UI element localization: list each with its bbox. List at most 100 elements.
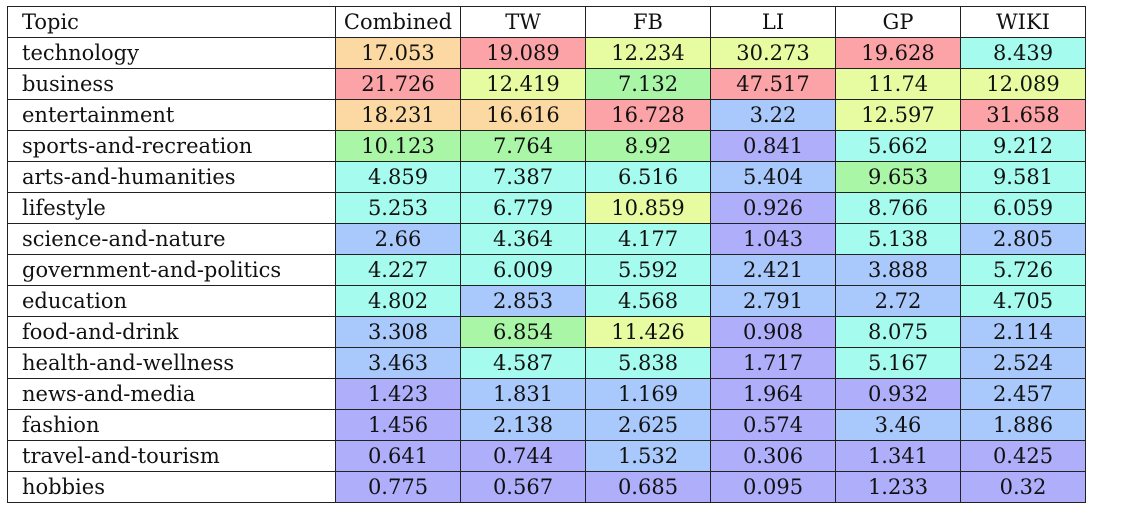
value-cell-combined: 5.253	[335, 192, 461, 224]
table-row: business 21.726 12.419 7.132 47.517 11.74 12.0…	[7, 68, 1086, 100]
value-cell-li: 1.717	[710, 347, 836, 379]
value-cell-li: 5.404	[710, 161, 836, 193]
value-cell-tw: 19.089	[460, 37, 586, 69]
header-topic: Topic	[7, 6, 336, 38]
value-cell-combined: 2.66	[335, 223, 461, 255]
value-cell-combined: 17.053	[335, 37, 461, 69]
value-cell-li: 1.964	[710, 378, 836, 410]
value-cell-gp: 12.597	[835, 99, 961, 131]
topic-cell: entertainment	[7, 99, 336, 131]
value-cell-fb: 12.234	[585, 37, 711, 69]
value-cell-combined: 18.231	[335, 99, 461, 131]
header-combined: Combined	[335, 6, 461, 38]
header-tw: TW	[460, 6, 586, 38]
value-cell-li: 0.926	[710, 192, 836, 224]
value-cell-tw: 6.779	[460, 192, 586, 224]
table-row: science-and-nature 2.66 4.364 4.177 1.043 5.1…	[7, 223, 1086, 255]
topic-cell: technology	[7, 37, 336, 69]
value-cell-tw: 0.744	[460, 440, 586, 472]
table-row: education 4.802 2.853 4.568 2.791 2.72 4.705	[7, 285, 1086, 317]
value-cell-gp: 5.662	[835, 130, 961, 162]
value-cell-gp: 11.74	[835, 68, 961, 100]
table-row: travel-and-tourism 0.641 0.744 1.532 0.306 1.…	[7, 440, 1086, 472]
topic-cell: government-and-politics	[7, 254, 336, 286]
value-cell-gp: 8.766	[835, 192, 961, 224]
value-cell-tw: 4.587	[460, 347, 586, 379]
value-cell-tw: 7.764	[460, 130, 586, 162]
value-cell-combined: 1.423	[335, 378, 461, 410]
value-cell-combined: 3.308	[335, 316, 461, 348]
topic-cell: travel-and-tourism	[7, 440, 336, 472]
value-cell-gp: 3.888	[835, 254, 961, 286]
value-cell-gp: 8.075	[835, 316, 961, 348]
table-row: food-and-drink 3.308 6.854 11.426 0.908 8.075…	[7, 316, 1086, 348]
value-cell-gp: 5.138	[835, 223, 961, 255]
value-cell-fb: 6.516	[585, 161, 711, 193]
topic-cell: arts-and-humanities	[7, 161, 336, 193]
value-cell-combined: 4.859	[335, 161, 461, 193]
topic-cell: news-and-media	[7, 378, 336, 410]
value-cell-wiki: 2.114	[960, 316, 1086, 348]
table-row: entertainment 18.231 16.616 16.728 3.22 12.59…	[7, 99, 1086, 131]
topic-cell: hobbies	[7, 471, 336, 503]
table-row: government-and-politics 4.227 6.009 5.592 2.…	[7, 254, 1086, 286]
table-row: lifestyle 5.253 6.779 10.859 0.926 8.766 6.059	[7, 192, 1086, 224]
value-cell-fb: 7.132	[585, 68, 711, 100]
value-cell-tw: 6.854	[460, 316, 586, 348]
value-cell-wiki: 12.089	[960, 68, 1086, 100]
value-cell-combined: 3.463	[335, 347, 461, 379]
value-cell-gp: 2.72	[835, 285, 961, 317]
value-cell-wiki: 5.726	[960, 254, 1086, 286]
value-cell-wiki: 0.32	[960, 471, 1086, 503]
value-cell-fb: 0.685	[585, 471, 711, 503]
table-row: health-and-wellness 3.463 4.587 5.838 1.717 5…	[7, 347, 1086, 379]
value-cell-fb: 2.625	[585, 409, 711, 441]
value-cell-combined: 4.802	[335, 285, 461, 317]
header-gp: GP	[835, 6, 961, 38]
table-row: technology 17.053 19.089 12.234 30.273 19.628…	[7, 37, 1086, 69]
table-row: news-and-media 1.423 1.831 1.169 1.964 0.932 2…	[7, 378, 1086, 410]
topic-cell: fashion	[7, 409, 336, 441]
value-cell-wiki: 6.059	[960, 192, 1086, 224]
value-cell-gp: 9.653	[835, 161, 961, 193]
value-cell-fb: 1.532	[585, 440, 711, 472]
table-body: technology 17.053 19.089 12.234 30.273 19.628…	[7, 37, 1086, 503]
value-cell-combined: 0.775	[335, 471, 461, 503]
value-cell-tw: 16.616	[460, 99, 586, 131]
value-cell-wiki: 9.212	[960, 130, 1086, 162]
value-cell-fb: 11.426	[585, 316, 711, 348]
value-cell-li: 3.22	[710, 99, 836, 131]
value-cell-tw: 4.364	[460, 223, 586, 255]
header-fb: FB	[585, 6, 711, 38]
value-cell-fb: 10.859	[585, 192, 711, 224]
value-cell-gp: 1.233	[835, 471, 961, 503]
value-cell-li: 0.841	[710, 130, 836, 162]
topic-cell: health-and-wellness	[7, 347, 336, 379]
value-cell-fb: 4.568	[585, 285, 711, 317]
value-cell-fb: 4.177	[585, 223, 711, 255]
value-cell-li: 2.421	[710, 254, 836, 286]
topic-cell: education	[7, 285, 336, 317]
value-cell-li: 47.517	[710, 68, 836, 100]
value-cell-wiki: 2.457	[960, 378, 1086, 410]
value-cell-combined: 4.227	[335, 254, 461, 286]
value-cell-gp: 3.46	[835, 409, 961, 441]
header-row: Topic Combined TW FB LI GP WIKI	[7, 6, 1086, 38]
value-cell-tw: 7.387	[460, 161, 586, 193]
value-cell-gp: 0.932	[835, 378, 961, 410]
value-cell-wiki: 0.425	[960, 440, 1086, 472]
value-cell-wiki: 9.581	[960, 161, 1086, 193]
topic-cell: science-and-nature	[7, 223, 336, 255]
table-row: fashion 1.456 2.138 2.625 0.574 3.46 1.886	[7, 409, 1086, 441]
topic-cell: sports-and-recreation	[7, 130, 336, 162]
topic-cell: business	[7, 68, 336, 100]
topic-distribution-table: Topic Combined TW FB LI GP WIKI technolo…	[7, 6, 1086, 503]
value-cell-li: 0.574	[710, 409, 836, 441]
value-cell-combined: 1.456	[335, 409, 461, 441]
table-container: Topic Combined TW FB LI GP WIKI technolo…	[7, 6, 1086, 503]
value-cell-wiki: 2.524	[960, 347, 1086, 379]
value-cell-tw: 6.009	[460, 254, 586, 286]
value-cell-li: 0.095	[710, 471, 836, 503]
value-cell-wiki: 1.886	[960, 409, 1086, 441]
value-cell-combined: 0.641	[335, 440, 461, 472]
